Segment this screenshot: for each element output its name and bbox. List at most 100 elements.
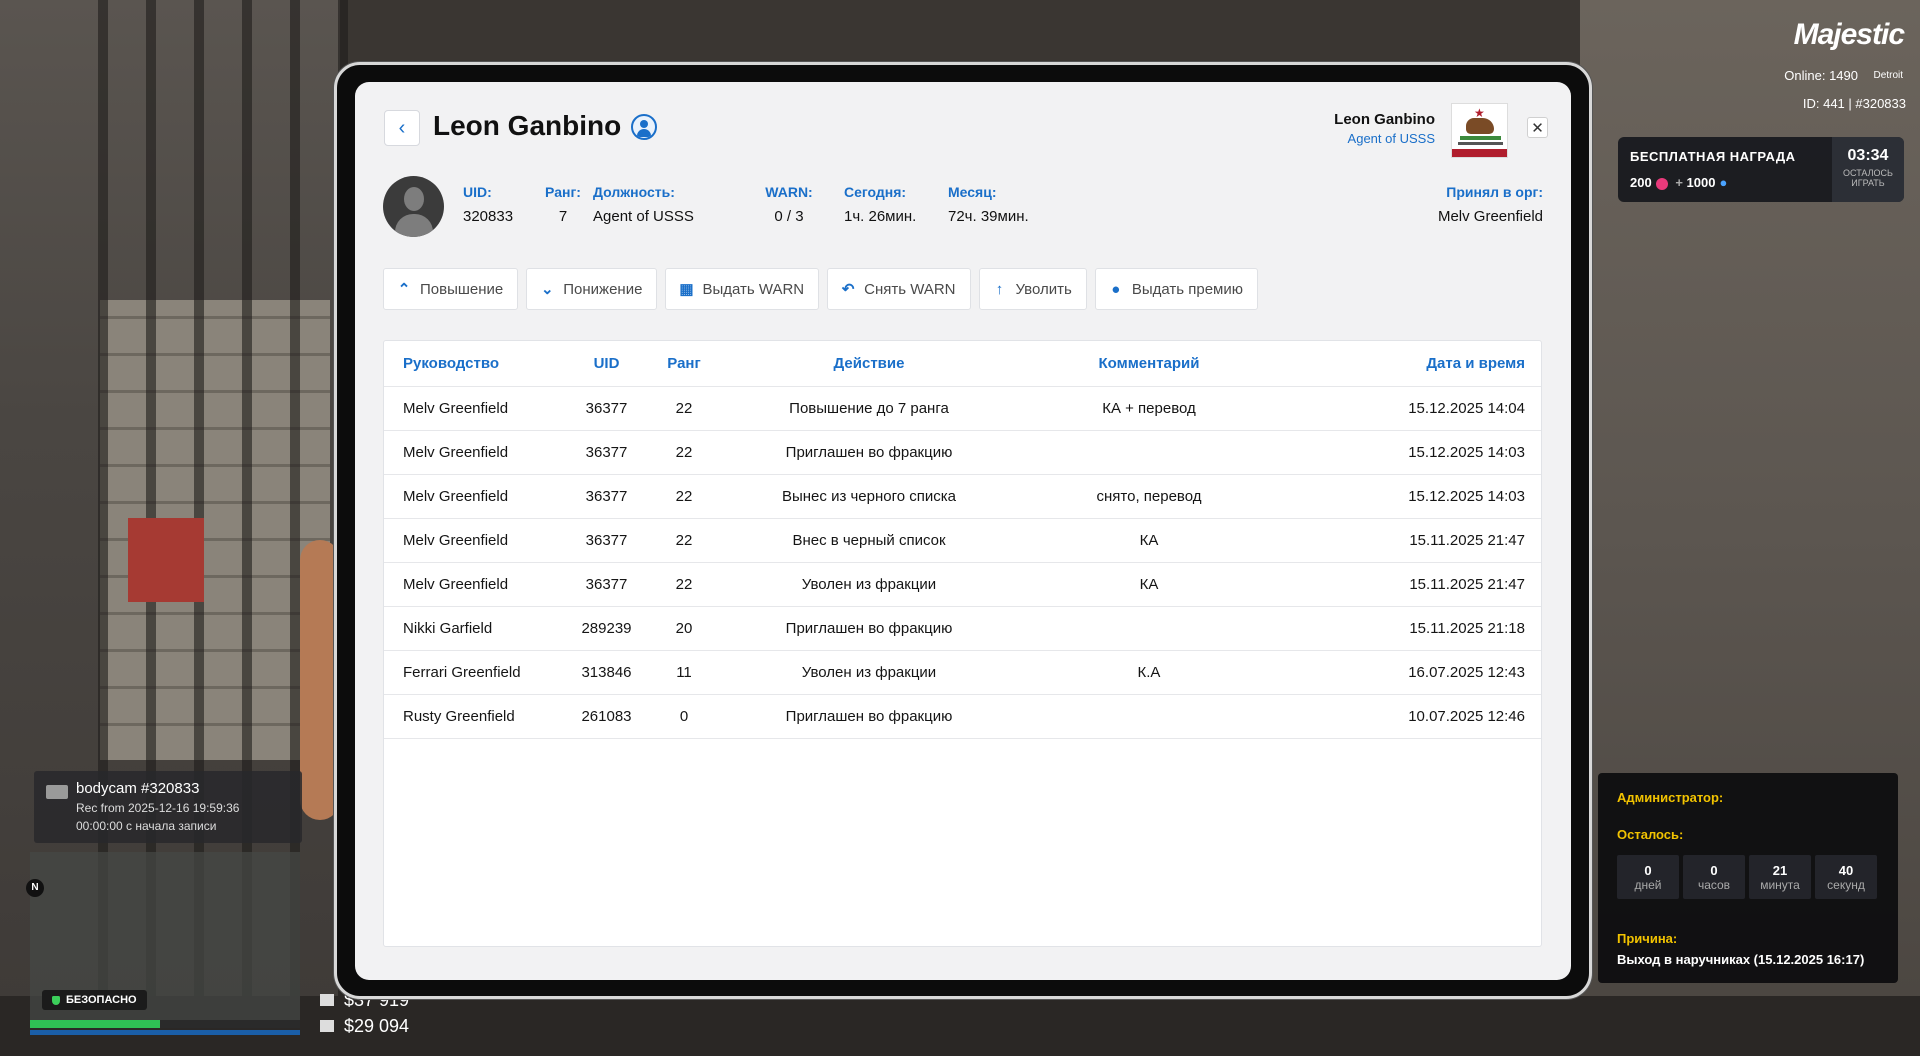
shield-icon: [52, 995, 60, 1005]
table-cell: 22: [675, 488, 693, 505]
table-cell: 22: [675, 576, 693, 593]
table-row: Melv Greenfield 36377 22 Вынес из черного с…: [384, 475, 1541, 519]
table-cell: 36377: [585, 532, 628, 549]
table-cell: 22: [675, 444, 693, 461]
member-profile-screen: ‹ Leon Ganbino Leon Ganbino Agent of USS…: [355, 82, 1571, 980]
info-accepted-by: Принял в орг: Melv Greenfield: [1437, 184, 1543, 225]
camera-icon: [46, 785, 68, 799]
table-cell: 15.11.2025 21:47: [1409, 576, 1525, 593]
table-cell: Внес в черный список: [792, 532, 946, 549]
table-cell: 20: [675, 620, 693, 637]
jail-timer-panel: Администратор: Осталось: 0 дней 0 часов 21…: [1598, 773, 1898, 983]
countdown-hours: 0 часов: [1683, 855, 1745, 899]
table-row: Nikki Garfield 289239 20 Приглашен во фракц…: [384, 607, 1541, 651]
table-cell: 261083: [581, 708, 632, 725]
countdown-days: 0 дней: [1617, 855, 1679, 899]
faction-flag-logo: ★: [1451, 103, 1508, 158]
table-cell: Melv Greenfield: [403, 400, 509, 417]
table-cell: снято, перевод: [1096, 488, 1202, 505]
current-user-name: Leon Ganbino: [1334, 111, 1435, 128]
reason-label: Причина:: [1617, 931, 1678, 946]
table-row: Ferrari Greenfield 313846 11 Уволен из фрак…: [384, 651, 1541, 695]
give-bonus-button[interactable]: ● Выдать премию: [1094, 268, 1258, 310]
table-row: Melv Greenfield 36377 22 Внес в черный спис…: [384, 519, 1541, 563]
table-header: Руководство UID Ранг Действие Комментари…: [384, 341, 1541, 387]
coin-icon: [1655, 177, 1668, 190]
profile-icon[interactable]: [631, 114, 657, 140]
table-cell: Повышение до 7 ранга: [789, 400, 949, 417]
table-cell: 0: [679, 708, 689, 725]
table-cell: 36377: [585, 444, 628, 461]
table-cell: 11: [676, 664, 692, 681]
close-icon: ✕: [1531, 119, 1544, 137]
table-cell: 15.12.2025 14:03: [1408, 488, 1525, 505]
remove-warn-button[interactable]: ↶ Снять WARN: [827, 268, 971, 310]
reward-title: БЕСПЛАТНАЯ НАГРАДА: [1630, 149, 1796, 164]
promote-button[interactable]: ⌃ Повышение: [383, 268, 519, 310]
countdown-seconds: 40 секунд: [1815, 855, 1877, 899]
countdown-minutes: 21 минута: [1749, 855, 1811, 899]
cash-icon: [320, 994, 334, 1006]
table-cell: Уволен из фракции: [801, 664, 937, 681]
chevron-left-icon: ‹: [398, 116, 406, 139]
health-bar: [30, 1020, 300, 1028]
table-cell: 22: [675, 400, 693, 417]
table-row: Melv Greenfield 36377 22 Приглашен во фракц…: [384, 431, 1541, 475]
bodycam-title: bodycam #320833: [76, 780, 200, 797]
info-month: Месяц: 72ч. 39мин.: [948, 184, 1029, 225]
table-cell: Rusty Greenfield: [403, 708, 515, 725]
table-cell: 16.07.2025 12:43: [1408, 664, 1525, 681]
demote-button[interactable]: ⌄ Понижение: [526, 268, 658, 310]
action-buttons: ⌃ Повышение ⌄ Понижение ▦ Выдать WARN ↶ …: [383, 268, 1258, 310]
chevron-down-icon: ⌄: [540, 281, 554, 298]
give-warn-button[interactable]: ▦ Выдать WARN: [665, 268, 820, 310]
table-cell: К.А: [1137, 664, 1161, 681]
compass-north: N: [26, 879, 44, 897]
chevron-up-icon: ⌃: [397, 281, 411, 298]
coin-icon: ●: [1111, 280, 1121, 298]
free-reward-panel[interactable]: БЕСПЛАТНАЯ НАГРАДА 200 + 1000 ● 03:34 ОСТ…: [1618, 137, 1904, 202]
table-cell: 36377: [585, 576, 628, 593]
table-cell: 15.11.2025 21:18: [1409, 620, 1525, 637]
table-cell: 36377: [585, 488, 628, 505]
table-cell: Приглашен во фракцию: [785, 444, 953, 461]
table-cell: Melv Greenfield: [403, 532, 509, 549]
history-table: Руководство UID Ранг Действие Комментари…: [383, 340, 1542, 947]
info-rank: Ранг: 7: [545, 184, 581, 225]
armor-bar: [30, 1030, 300, 1035]
table-cell: 15.11.2025 21:47: [1409, 532, 1525, 549]
current-user-rank: Agent of USSS: [1347, 131, 1435, 146]
bodycam-panel: bodycam #320833 Rec from 2025-12-16 19:5…: [34, 771, 302, 843]
table-cell: Melv Greenfield: [403, 444, 509, 461]
table-cell: Приглашен во фракцию: [785, 620, 953, 637]
safe-zone-badge: БЕЗОПАСНО: [42, 990, 147, 1010]
majestic-logo: Majestic: [1793, 18, 1905, 51]
table-row: Melv Greenfield 36377 22 Уволен из фракции К…: [384, 563, 1541, 607]
table-cell: 15.12.2025 14:04: [1408, 400, 1525, 417]
drop-icon: ●: [1719, 175, 1728, 190]
player-id-line: ID: 441 | #320833: [1802, 96, 1906, 111]
close-button[interactable]: ✕: [1527, 117, 1548, 138]
table-row: Rusty Greenfield 261083 0 Приглашен во фрак…: [384, 695, 1541, 739]
info-today: Сегодня: 1ч. 26мин.: [844, 184, 917, 225]
reply-icon: ↶: [841, 281, 855, 298]
back-button[interactable]: ‹: [384, 110, 420, 146]
countdown: 0 дней 0 часов 21 минута 40 секунд: [1617, 855, 1877, 899]
table-cell: Вынес из черного списка: [781, 488, 957, 505]
admin-label: Администратор:: [1617, 790, 1724, 805]
dismiss-icon: ↑: [995, 280, 1004, 298]
reward-values: 200 + 1000 ●: [1630, 175, 1728, 190]
table-cell: КА: [1139, 576, 1159, 593]
bodycam-elapsed: 00:00:00 с начала записи: [76, 819, 217, 833]
online-count: Online: 1490: [1784, 68, 1858, 83]
bank-amount: $29 094: [320, 1016, 409, 1037]
bodycam-rec: Rec from 2025-12-16 19:59:36: [76, 801, 240, 815]
table-cell: 289239: [581, 620, 632, 637]
info-uid: UID: 320833: [463, 184, 514, 225]
table-cell: Melv Greenfield: [403, 488, 509, 505]
fire-extinguisher-sign: [128, 518, 204, 602]
table-cell: Приглашен во фракцию: [785, 708, 953, 725]
reward-timer: 03:34 ОСТАЛОСЬ ИГРАТЬ: [1832, 137, 1904, 202]
dismiss-button[interactable]: ↑ Уволить: [978, 268, 1087, 310]
player-name: Leon Ganbino: [433, 110, 622, 141]
